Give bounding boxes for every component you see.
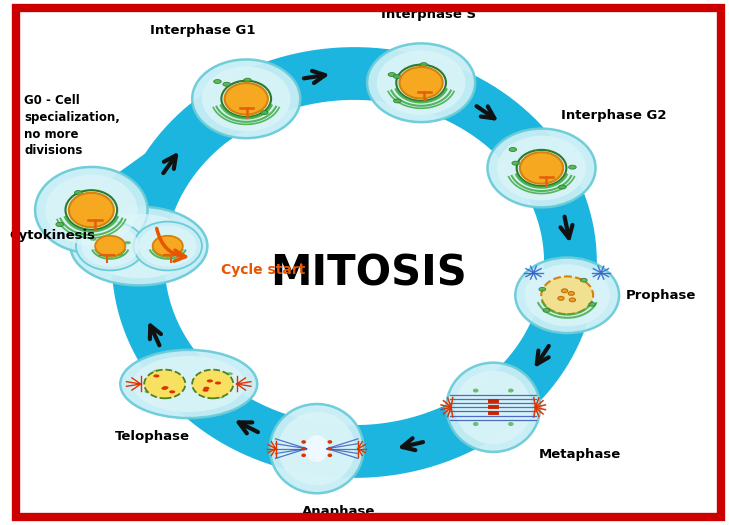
Ellipse shape bbox=[512, 161, 520, 165]
Ellipse shape bbox=[223, 82, 230, 86]
Ellipse shape bbox=[301, 454, 306, 457]
Ellipse shape bbox=[161, 387, 168, 390]
Ellipse shape bbox=[144, 370, 185, 398]
Ellipse shape bbox=[95, 236, 125, 256]
Ellipse shape bbox=[561, 289, 568, 292]
Ellipse shape bbox=[568, 291, 574, 296]
Ellipse shape bbox=[497, 135, 586, 201]
Ellipse shape bbox=[388, 72, 396, 77]
Ellipse shape bbox=[144, 390, 152, 393]
Ellipse shape bbox=[580, 278, 587, 282]
Ellipse shape bbox=[301, 447, 306, 450]
Ellipse shape bbox=[446, 363, 540, 452]
Ellipse shape bbox=[488, 129, 596, 207]
Ellipse shape bbox=[301, 440, 306, 444]
Text: Interphase G1: Interphase G1 bbox=[150, 24, 256, 37]
Ellipse shape bbox=[203, 387, 209, 390]
Ellipse shape bbox=[515, 258, 619, 333]
Ellipse shape bbox=[525, 264, 609, 327]
Ellipse shape bbox=[569, 165, 576, 169]
Ellipse shape bbox=[192, 370, 233, 398]
Ellipse shape bbox=[558, 185, 566, 189]
Ellipse shape bbox=[82, 226, 139, 267]
Ellipse shape bbox=[153, 370, 160, 373]
Ellipse shape bbox=[509, 148, 517, 152]
Text: Anaphase: Anaphase bbox=[302, 505, 375, 518]
Ellipse shape bbox=[207, 380, 213, 383]
Text: MITOSIS: MITOSIS bbox=[270, 252, 467, 294]
Ellipse shape bbox=[153, 374, 160, 377]
Ellipse shape bbox=[152, 236, 183, 256]
Ellipse shape bbox=[394, 75, 401, 79]
Ellipse shape bbox=[171, 244, 177, 247]
Ellipse shape bbox=[589, 302, 596, 306]
Text: Prophase: Prophase bbox=[625, 289, 696, 302]
Text: Cycle start: Cycle start bbox=[221, 264, 305, 277]
Text: Interphase S: Interphase S bbox=[381, 8, 476, 21]
Text: Cytokinesis: Cytokinesis bbox=[9, 229, 95, 242]
Ellipse shape bbox=[192, 59, 300, 138]
Ellipse shape bbox=[327, 454, 332, 457]
Ellipse shape bbox=[35, 167, 147, 253]
Ellipse shape bbox=[74, 191, 82, 195]
Ellipse shape bbox=[56, 222, 63, 227]
Ellipse shape bbox=[71, 207, 208, 286]
Ellipse shape bbox=[541, 277, 593, 314]
Ellipse shape bbox=[420, 62, 427, 67]
Ellipse shape bbox=[569, 298, 575, 302]
Ellipse shape bbox=[399, 67, 443, 99]
Ellipse shape bbox=[367, 44, 475, 122]
Ellipse shape bbox=[173, 239, 179, 243]
Text: Interphase G2: Interphase G2 bbox=[561, 109, 666, 122]
Ellipse shape bbox=[543, 309, 550, 312]
Ellipse shape bbox=[165, 235, 172, 238]
Ellipse shape bbox=[473, 388, 478, 393]
Ellipse shape bbox=[520, 152, 563, 184]
Ellipse shape bbox=[394, 99, 401, 103]
Ellipse shape bbox=[305, 435, 329, 462]
Ellipse shape bbox=[90, 238, 97, 241]
Ellipse shape bbox=[124, 241, 131, 244]
Ellipse shape bbox=[69, 193, 114, 227]
Ellipse shape bbox=[225, 83, 268, 114]
Ellipse shape bbox=[215, 382, 221, 384]
Text: Telophase: Telophase bbox=[115, 430, 190, 443]
Ellipse shape bbox=[226, 372, 233, 375]
Ellipse shape bbox=[203, 388, 208, 392]
Ellipse shape bbox=[202, 67, 291, 131]
Ellipse shape bbox=[133, 356, 245, 412]
Ellipse shape bbox=[558, 297, 564, 300]
Ellipse shape bbox=[539, 287, 546, 291]
Ellipse shape bbox=[76, 222, 144, 270]
Ellipse shape bbox=[278, 412, 355, 485]
Ellipse shape bbox=[214, 80, 221, 83]
Ellipse shape bbox=[139, 226, 197, 267]
Ellipse shape bbox=[133, 222, 202, 270]
Ellipse shape bbox=[508, 422, 514, 426]
Ellipse shape bbox=[260, 111, 268, 114]
Ellipse shape bbox=[243, 78, 252, 82]
Ellipse shape bbox=[83, 214, 195, 278]
Ellipse shape bbox=[270, 404, 364, 493]
Ellipse shape bbox=[117, 253, 124, 256]
Ellipse shape bbox=[327, 440, 332, 444]
Ellipse shape bbox=[377, 50, 465, 115]
Ellipse shape bbox=[45, 175, 137, 245]
Text: Metaphase: Metaphase bbox=[539, 448, 621, 461]
Ellipse shape bbox=[508, 388, 514, 393]
Ellipse shape bbox=[473, 422, 478, 426]
Ellipse shape bbox=[455, 371, 531, 444]
Text: G0 - Cell
specialization,
no more
divisions: G0 - Cell specialization, no more divisi… bbox=[24, 94, 120, 157]
Ellipse shape bbox=[217, 395, 224, 398]
Ellipse shape bbox=[327, 447, 332, 450]
Ellipse shape bbox=[169, 390, 175, 393]
Ellipse shape bbox=[120, 350, 257, 418]
Ellipse shape bbox=[163, 386, 168, 389]
